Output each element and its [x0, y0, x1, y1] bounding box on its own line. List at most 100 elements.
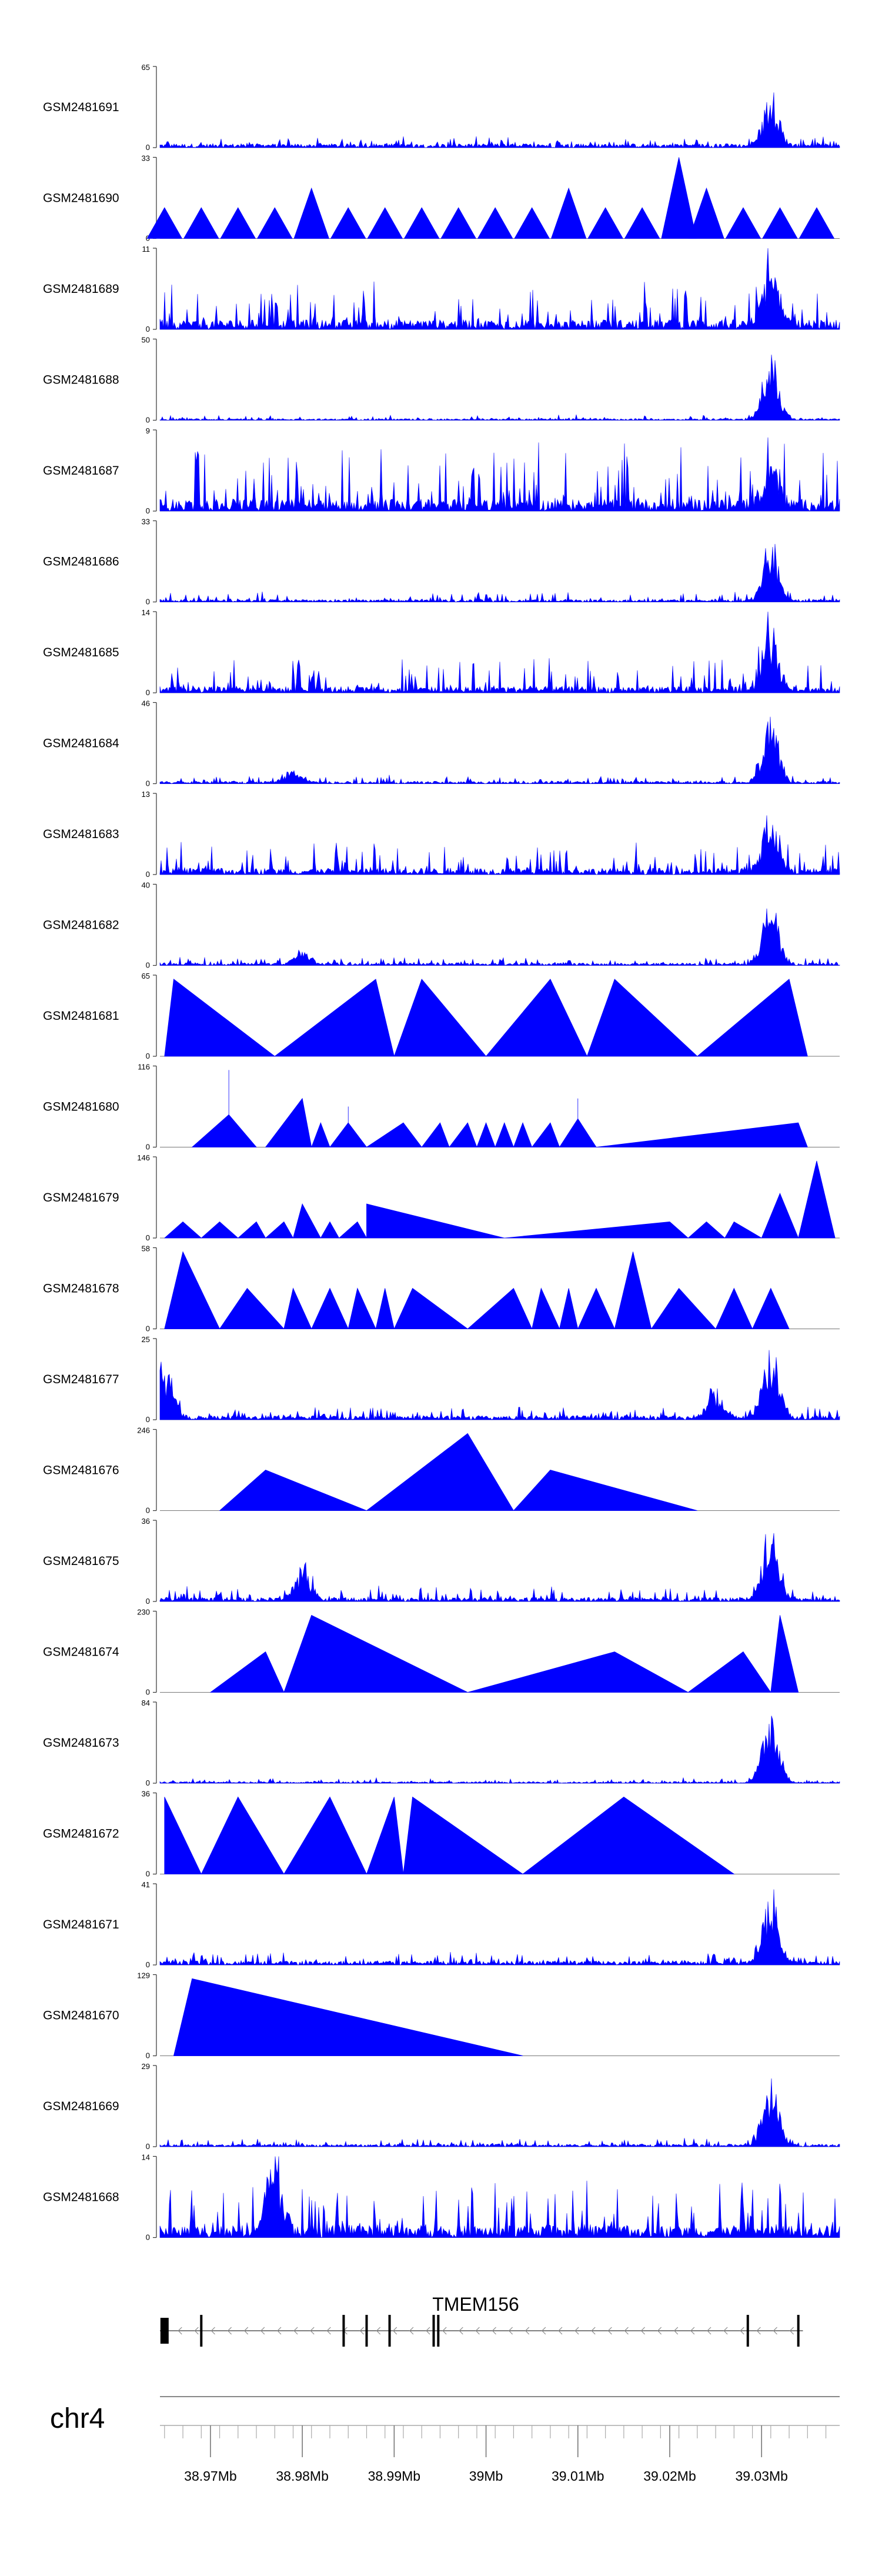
y-tick-label-zero: 0 — [146, 1506, 150, 1515]
strand-arrow — [624, 2327, 629, 2335]
coverage-triangle — [164, 1251, 220, 1329]
coverage-area — [159, 908, 840, 966]
track-label: GSM2481668 — [43, 2191, 119, 2204]
track-label: GSM2481681 — [43, 1009, 119, 1023]
coverage-spike — [330, 207, 366, 239]
coverage-triangle — [513, 1122, 533, 1147]
strand-arrow — [542, 2327, 546, 2335]
track-GSM2481678: GSM2481678 58 0 — [43, 1244, 840, 1333]
coverage-triangle — [164, 979, 276, 1057]
track-label: GSM2481684 — [43, 737, 119, 750]
y-tick-label-max: 25 — [142, 1335, 150, 1344]
y-tick-label-max: 246 — [137, 1426, 150, 1435]
coverage-triangle — [531, 1122, 560, 1147]
coverage-triangle — [366, 1122, 423, 1147]
coverage-triangle — [403, 1796, 524, 1874]
coverage-triangle — [311, 1122, 330, 1147]
coverage-triangle — [173, 1978, 523, 2056]
chromosome-label: chr4 — [50, 2403, 105, 2434]
strand-arrow — [194, 2327, 199, 2335]
coverage-spike — [367, 207, 403, 239]
track-GSM2481685: GSM2481685 14 0 — [43, 608, 840, 697]
strand-arrow — [591, 2327, 596, 2335]
coverage-triangle — [366, 1797, 404, 1874]
track-label: GSM2481685 — [43, 646, 119, 659]
x-tick-label: 39.02Mb — [643, 2468, 696, 2484]
gene-label: TMEM156 — [432, 2294, 519, 2315]
track-label: GSM2481690 — [43, 192, 119, 205]
strand-arrow — [243, 2327, 249, 2335]
coverage-area — [159, 354, 840, 421]
track-label: GSM2481683 — [43, 827, 119, 841]
coverage-area — [159, 611, 840, 694]
exon — [388, 2315, 391, 2347]
coverage-area — [159, 248, 840, 330]
strand-arrow — [723, 2327, 728, 2335]
strand-arrow — [574, 2327, 579, 2335]
strand-arrow — [409, 2327, 414, 2335]
y-tick-label-zero: 0 — [146, 506, 150, 515]
y-tick-label-max: 14 — [142, 2153, 150, 2162]
coverage-spike — [146, 207, 183, 239]
exon — [200, 2315, 203, 2347]
coverage-triangle — [751, 1287, 790, 1329]
track-label: GSM2481672 — [43, 1827, 119, 1841]
track-GSM2481677: GSM2481677 25 0 — [43, 1335, 840, 1424]
strand-arrow — [442, 2327, 447, 2335]
y-tick-label-zero: 0 — [146, 2233, 150, 2242]
exon — [342, 2315, 345, 2347]
coverage-triangle — [586, 979, 698, 1057]
coverage-area — [159, 716, 840, 785]
coverage-triangle — [770, 1615, 799, 1693]
y-tick-label-max: 65 — [142, 972, 150, 980]
track-GSM2481672: GSM2481672 36 0 — [43, 1790, 840, 1878]
x-tick-label: 39.01Mb — [552, 2468, 604, 2484]
strand-arrow — [211, 2327, 215, 2335]
coverage-triangle — [522, 1796, 735, 1874]
coverage-triangle — [393, 979, 487, 1057]
coverage-area — [159, 92, 840, 149]
coverage-triangle — [614, 1252, 652, 1329]
coverage-triangle — [283, 1287, 312, 1329]
coverage-spike — [403, 207, 440, 239]
coverage-area — [159, 2078, 840, 2147]
coverage-spike — [689, 187, 724, 239]
track-label: GSM2481676 — [43, 1464, 119, 1477]
coverage-triangle — [338, 1221, 368, 1239]
track-GSM2481679: GSM2481679 146 0 — [43, 1153, 840, 1242]
strand-arrow — [492, 2327, 496, 2335]
y-tick-label-max: 230 — [137, 1608, 150, 1617]
y-tick-label-max: 9 — [146, 426, 150, 435]
y-tick-label-max: 65 — [142, 63, 150, 72]
y-tick-label-max: 14 — [142, 608, 150, 617]
coverage-triangle — [366, 1203, 505, 1239]
coverage-triangle — [715, 1287, 753, 1329]
track-label: GSM2481671 — [43, 1918, 119, 1931]
coverage-triangle — [265, 1097, 312, 1147]
y-tick-label-max: 33 — [142, 154, 150, 163]
y-tick-label-max: 50 — [142, 336, 150, 345]
exon — [437, 2315, 440, 2347]
y-tick-label-zero: 0 — [146, 1597, 150, 1606]
strand-arrow — [260, 2327, 265, 2335]
coverage-triangle — [467, 1651, 689, 1693]
coverage-spike — [477, 207, 513, 239]
coverage-triangle — [201, 1796, 285, 1874]
coverage-spike — [799, 207, 835, 239]
y-tick-label-zero: 0 — [146, 1688, 150, 1697]
strand-arrow — [690, 2327, 695, 2335]
coverage-area — [159, 815, 840, 875]
coverage-triangle — [393, 1287, 469, 1329]
y-tick-label-zero: 0 — [146, 325, 150, 333]
strand-arrow — [178, 2327, 182, 2335]
coverage-triangle — [274, 979, 395, 1057]
coverage-triangle — [375, 1288, 395, 1329]
coverage-triangle — [577, 1287, 615, 1329]
coverage-triangle — [476, 1122, 496, 1147]
coverage-triangle — [209, 1651, 285, 1693]
coverage-triangle — [687, 1651, 771, 1693]
coverage-triangle — [320, 1221, 340, 1239]
y-tick-label-zero: 0 — [146, 143, 150, 152]
track-GSM2481675: GSM2481675 36 0 — [43, 1517, 840, 1606]
strand-arrow — [426, 2327, 430, 2335]
